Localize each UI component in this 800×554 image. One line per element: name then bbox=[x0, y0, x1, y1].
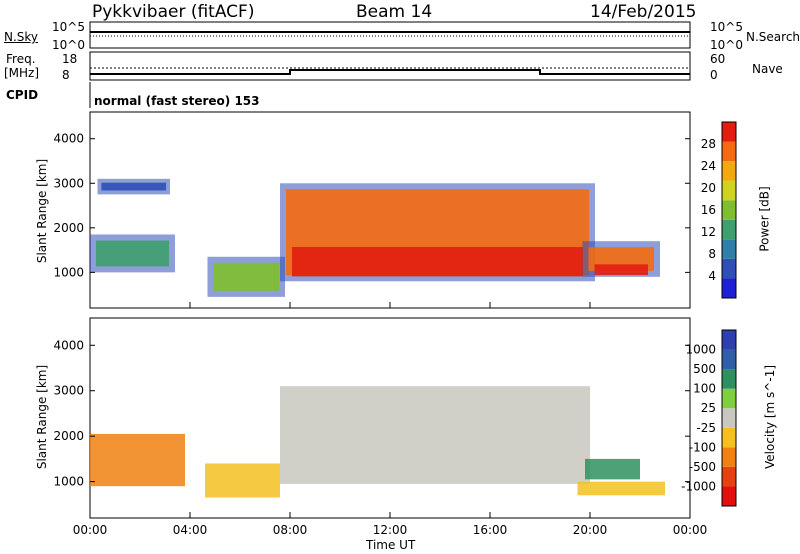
velocity-colorbar-swatch bbox=[722, 349, 736, 370]
velocity-colorbar-swatch bbox=[722, 388, 736, 409]
freq-panel-frame bbox=[89, 51, 691, 81]
beam-title: Beam 14 bbox=[356, 2, 433, 22]
velocity-region bbox=[585, 458, 640, 480]
velocity-colorbar-tick: 25 bbox=[701, 401, 716, 415]
power-colorbar-tick: 8 bbox=[708, 247, 716, 261]
velocity-colorbar-tick: -100 bbox=[689, 440, 716, 454]
cpid-label: CPID bbox=[6, 88, 39, 102]
x-tick-label: 00:00 bbox=[673, 523, 708, 537]
power-colorbar-swatch bbox=[722, 141, 736, 162]
velocity-colorbar-tick: -25 bbox=[696, 421, 716, 435]
power-region-core bbox=[594, 264, 648, 276]
date-title: 14/Feb/2015 bbox=[590, 2, 697, 22]
station-title: Pykkvibaer (fitACF) bbox=[92, 2, 255, 22]
x-tick-label: 04:00 bbox=[173, 523, 208, 537]
y-tick-label: 2000 bbox=[53, 429, 84, 443]
nave-tick-high: 60 bbox=[710, 52, 726, 66]
power-colorbar-swatch bbox=[722, 122, 736, 142]
power-colorbar-tick: 24 bbox=[701, 159, 716, 173]
y-tick-label: 4000 bbox=[53, 132, 84, 146]
power-colorbar-swatch bbox=[722, 278, 736, 298]
velocity-colorbar-swatch bbox=[722, 330, 736, 350]
y-tick-label: 3000 bbox=[53, 176, 84, 190]
power-colorbar-tick: 16 bbox=[701, 203, 716, 217]
power-colorbar-tick: 28 bbox=[701, 137, 716, 151]
power-colorbar-swatch bbox=[722, 200, 736, 220]
velocity-colorbar-swatch bbox=[722, 427, 736, 448]
power-region bbox=[213, 262, 279, 291]
velocity-colorbar-swatch bbox=[722, 369, 736, 389]
nave-tick-low: 0 bbox=[710, 68, 718, 82]
noise-tick-low: 10^0 bbox=[52, 38, 85, 52]
power-region-core bbox=[292, 246, 583, 277]
freq-label: Freq. bbox=[6, 52, 36, 66]
y-tick-label: 2000 bbox=[53, 221, 84, 235]
velocity-colorbar-tick: -500 bbox=[689, 460, 716, 474]
power-colorbar-swatch bbox=[722, 161, 736, 181]
noise-right-tick-low: 10^0 bbox=[710, 38, 743, 52]
x-tick-label: 00:00 bbox=[73, 523, 108, 537]
power-colorbar-swatch bbox=[722, 258, 736, 279]
power-colorbar-tick: 4 bbox=[708, 269, 716, 283]
nave-label: Nave bbox=[752, 62, 783, 76]
noise-right-tick-high: 10^5 bbox=[710, 20, 743, 34]
freq-unit-label: [MHz] bbox=[4, 66, 40, 80]
velocity-colorbar-frame bbox=[721, 329, 737, 507]
velocity-region bbox=[280, 386, 590, 484]
noise-tick-high: 10^5 bbox=[52, 20, 85, 34]
velocity-region bbox=[90, 433, 185, 487]
power-colorbar-tick: 20 bbox=[701, 181, 716, 195]
noise-search-label: N.Search bbox=[746, 30, 800, 44]
noise-sky-label: N.Sky bbox=[4, 30, 39, 44]
y-tick-label: 3000 bbox=[53, 384, 84, 398]
power-region bbox=[101, 182, 167, 191]
x-tick-label: 16:00 bbox=[473, 523, 508, 537]
velocity-colorbar-tick: -1000 bbox=[681, 479, 716, 493]
power-colorbar-tick: 12 bbox=[701, 225, 716, 239]
power-colorbar-swatch bbox=[722, 219, 736, 240]
velocity-colorbar-swatch bbox=[722, 486, 736, 506]
power-colorbar-swatch bbox=[722, 180, 736, 201]
velocity-region bbox=[577, 481, 665, 496]
velocity-colorbar-swatch bbox=[722, 466, 736, 487]
x-axis-title: Time UT bbox=[366, 538, 416, 552]
freq-tick-high: 18 bbox=[62, 52, 78, 66]
velocity-colorbar-swatch bbox=[722, 447, 736, 467]
x-tick-label: 08:00 bbox=[273, 523, 308, 537]
cpid-value: normal (fast stereo) 153 bbox=[94, 94, 260, 108]
x-tick-label: 12:00 bbox=[373, 523, 408, 537]
freq-trace bbox=[90, 69, 690, 75]
power-region bbox=[96, 240, 169, 267]
y-tick-label: 1000 bbox=[53, 475, 84, 489]
velocity-colorbar-tick: 100 bbox=[693, 382, 716, 396]
velocity-colorbar-swatch bbox=[722, 408, 736, 428]
power-colorbar-frame bbox=[721, 121, 737, 299]
x-tick-label: 20:00 bbox=[573, 523, 608, 537]
velocity-region bbox=[205, 463, 280, 498]
power-colorbar-swatch bbox=[722, 239, 736, 259]
y-tick-label: 1000 bbox=[53, 265, 84, 279]
velocity-colorbar-tick: 1000 bbox=[685, 343, 716, 357]
freq-tick-low: 8 bbox=[62, 68, 70, 82]
y-tick-label: 4000 bbox=[53, 338, 84, 352]
velocity-colorbar-tick: 500 bbox=[693, 362, 716, 376]
noise-panel-frame bbox=[89, 21, 691, 49]
